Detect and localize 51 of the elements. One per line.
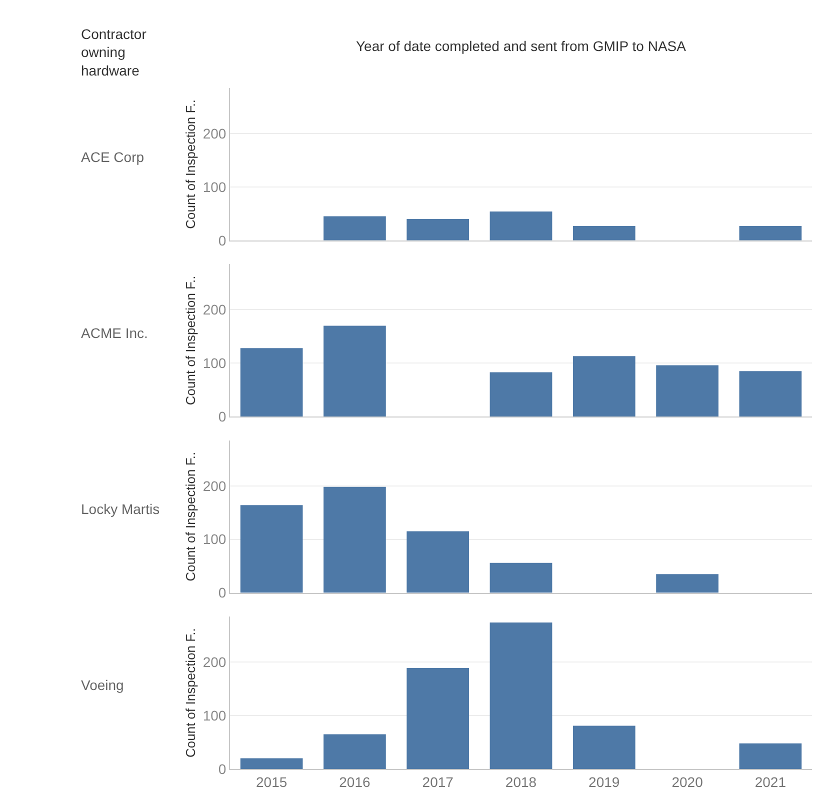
bar [739, 371, 802, 417]
bar [739, 743, 802, 769]
y-tick-label: 200 [202, 654, 226, 670]
y-axis-title: Count of Inspection F.. [182, 452, 198, 582]
x-tick-label: 2017 [422, 774, 454, 790]
bar [240, 758, 303, 769]
text: Contractor owning hardware [81, 26, 147, 78]
text: Locky Martis [81, 501, 160, 517]
y-tick-label: 100 [202, 355, 226, 372]
text: Voeing [81, 677, 124, 693]
bar [490, 622, 552, 769]
y-tick-label: 0 [218, 232, 226, 248]
x-tick-label: 2018 [505, 774, 537, 790]
text: ACME Inc. [81, 325, 148, 341]
y-tick-label: 100 [202, 707, 226, 724]
bar [490, 212, 552, 240]
y-tick-label: 0 [218, 760, 226, 777]
bar [739, 226, 802, 240]
bar [406, 531, 470, 593]
bar [240, 505, 303, 593]
bar [490, 372, 552, 417]
y-tick-label: 200 [202, 125, 226, 142]
y-axis-title: Count of Inspection F.. [182, 100, 198, 229]
x-axis-title: Year of date completed and sent from GMIP to NASA [356, 38, 687, 54]
bar [572, 226, 636, 240]
bar [490, 562, 552, 593]
bar [656, 365, 718, 417]
bar [656, 574, 718, 593]
bar [324, 734, 386, 769]
x-tick-label: 2020 [672, 774, 704, 790]
bar [324, 216, 386, 240]
y-tick-label: 200 [202, 302, 226, 318]
bar [324, 486, 386, 593]
bar [324, 326, 386, 417]
x-tick-label: 2016 [339, 774, 370, 790]
y-tick-label: 200 [202, 478, 226, 494]
x-tick-label: 2021 [754, 774, 786, 790]
bar [406, 668, 470, 769]
y-tick-label: 100 [202, 531, 226, 548]
y-tick-label: 100 [202, 178, 226, 195]
y-axis-title: Count of Inspection F.. [182, 628, 198, 758]
bar [406, 218, 470, 240]
y-axis-title: Count of Inspection F.. [182, 276, 198, 406]
y-tick-label: 0 [218, 408, 226, 424]
x-tick-label: 2019 [588, 774, 620, 790]
y-tick-label: 0 [218, 584, 226, 601]
x-tick-label: 2015 [256, 774, 288, 790]
bar [572, 356, 636, 417]
bar [572, 726, 636, 769]
text: ACE Corp [81, 149, 144, 165]
bar [240, 348, 303, 417]
